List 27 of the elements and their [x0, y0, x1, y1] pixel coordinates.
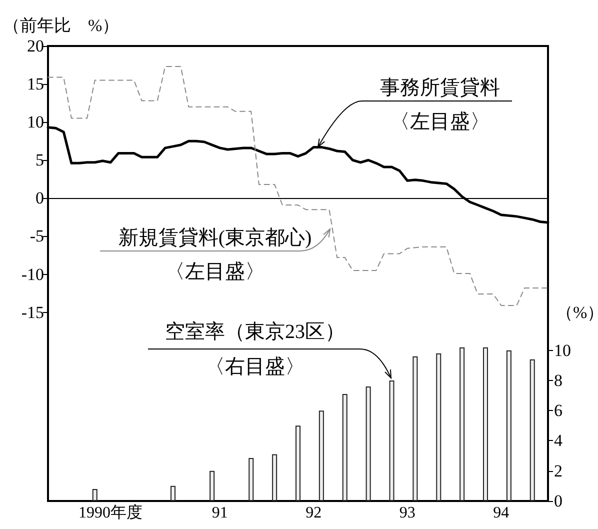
y-tick-label: 5 [36, 150, 44, 170]
x-tick-label: 94 [493, 504, 510, 522]
x-tick-label: 92 [306, 504, 322, 522]
x-tick-label: 1990年度 [78, 504, 142, 522]
text: 空室率（東京23区） [165, 320, 345, 343]
y-tick-label: 0 [36, 188, 44, 208]
y2-tick-label: 8 [554, 370, 562, 390]
annotation: 〈左目盛〉 [165, 261, 265, 283]
y2-axis-title: （%） [556, 303, 598, 322]
y-tick-label: -5 [30, 226, 44, 246]
legend-label: 新規賃貸料(東京都心) [118, 227, 312, 249]
x-tick-label: 91 [212, 504, 228, 522]
y-tick-label: -15 [21, 302, 44, 322]
annotation: 〈左目盛〉 [390, 111, 490, 133]
y-tick-label: 10 [27, 112, 44, 132]
annotation: 〈右目盛〉 [205, 356, 305, 378]
y-axis-title: （前年比 %） [3, 16, 120, 35]
y2-tick-label: 4 [554, 431, 563, 450]
x-tick-label: 93 [399, 504, 416, 522]
text: 事務所賃貸料 [380, 77, 500, 99]
y2-tick-label: 6 [554, 401, 562, 420]
y2-tick-label: 0 [554, 492, 562, 510]
y-tick-label: 20 [27, 36, 44, 56]
y-tick-label: -10 [21, 264, 44, 284]
y2-tick-label: 2 [554, 461, 562, 480]
y-tick-label: 15 [27, 74, 44, 94]
y2-tick-label: 10 [554, 340, 571, 360]
